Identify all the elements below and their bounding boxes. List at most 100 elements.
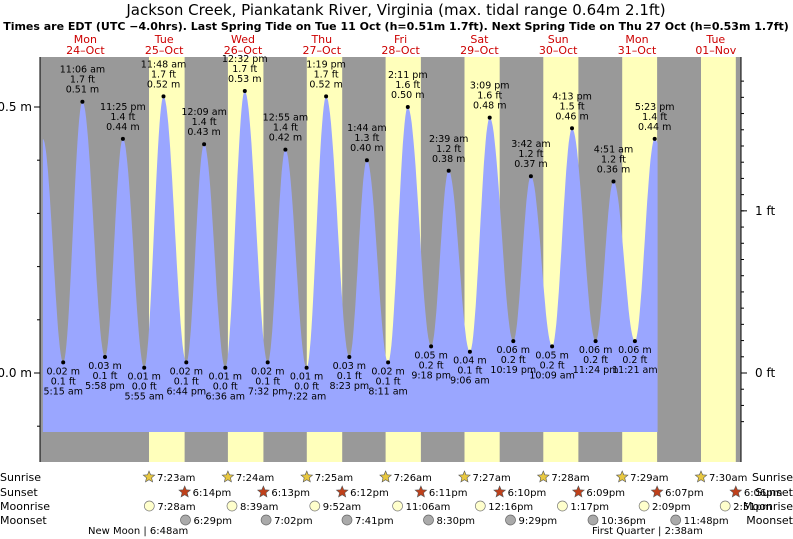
tide-label-time: 4:13 pm: [552, 91, 592, 102]
tide-point: [364, 158, 369, 163]
moonset-time: 7:02pm: [274, 516, 313, 527]
day-labels: Mon24–OctTue25–OctWed26–OctThu27–OctFri2…: [66, 33, 737, 57]
tide-label-ft: 0.1 ft: [457, 366, 482, 377]
moonrise-time: 9:52am: [323, 502, 361, 513]
tide-label-ft: 0.2 ft: [501, 355, 526, 366]
moonset-time: 11:48pm: [684, 516, 729, 527]
day-label-date: 27–Oct: [303, 44, 342, 57]
moonrise-icon: [474, 500, 486, 512]
moonrise-icon: [226, 500, 238, 512]
sunrise-time: 7:23am: [157, 473, 195, 484]
tide-label-ft: 0.0 ft: [294, 382, 319, 393]
astro-row-label-left: Sunset: [0, 486, 38, 499]
tide-point: [487, 115, 492, 120]
tide-label-time: 10:09 am: [529, 370, 574, 381]
sunrise-time: 7:29am: [630, 473, 668, 484]
tide-label-ft: 1.4 ft: [192, 117, 217, 128]
moonrise-icon: [638, 500, 650, 512]
tide-label-time: 11:48 am: [141, 59, 186, 70]
day-label-date: 25–Oct: [145, 44, 184, 57]
tide-point: [242, 89, 247, 93]
sunrise-time: 7:27am: [472, 473, 510, 484]
sunset-icon: [178, 485, 192, 498]
tide-label-m: 0.02 m: [371, 366, 404, 377]
sunrise-icon: [694, 470, 708, 483]
tide-label-ft: 1.4 ft: [110, 112, 135, 123]
tide-label-ft: 1.4 ft: [642, 112, 667, 123]
tide-label-m: 0.06 m: [579, 345, 612, 356]
tide-point: [202, 142, 207, 147]
moonrise-time: 12:16pm: [488, 502, 533, 513]
moonrise-icon: [557, 500, 568, 512]
tide-label-m: 0.42 m: [269, 133, 302, 144]
sunrise-time: 7:26am: [394, 473, 432, 484]
tide-label-ft: 0.0 ft: [213, 382, 238, 393]
sunset-icon: [493, 485, 507, 498]
moonset-icon: [260, 514, 272, 526]
tide-label-time: 7:22 am: [287, 392, 326, 403]
day-label-date: 29–Oct: [460, 44, 499, 57]
tide-point: [429, 344, 434, 349]
astro-row-label-right: Moonset: [746, 514, 793, 527]
sunrise-time: 7:25am: [315, 473, 353, 484]
tide-label-m: 0.01 m: [290, 372, 323, 383]
sunset-time: 6:11pm: [429, 488, 468, 499]
tide-label-time: 9:06 am: [450, 376, 489, 387]
tide-label-ft: 1.6 ft: [395, 80, 420, 91]
tide-series-area: [42, 91, 658, 432]
tide-point: [528, 174, 533, 179]
day-label-dow: Tue: [154, 33, 174, 46]
tide-point: [184, 360, 189, 365]
tide-label-time: 3:09 pm: [470, 81, 510, 92]
day-label-dow: Fri: [394, 33, 407, 46]
tide-label-time: 3:42 am: [511, 139, 550, 150]
tide-label-ft: 1.3 ft: [354, 133, 379, 144]
astro-row-label-left: Moonrise: [0, 500, 50, 513]
tide-point: [120, 136, 125, 141]
tide-label-ft: 0.1 ft: [255, 376, 280, 387]
moon-phase-first-quarter: First Quarter | 2:38am: [592, 526, 703, 537]
astro-row-label-left: Moonset: [0, 514, 47, 527]
sunset-time: 6:09pm: [586, 488, 625, 499]
moon-phase-new: New Moon | 6:48am: [88, 526, 188, 537]
moonset-time: 7:41pm: [355, 516, 394, 527]
moonrise-icon: [143, 500, 155, 512]
tide-label-time: 12:09 am: [181, 107, 226, 118]
sunset-time: 6:10pm: [508, 488, 547, 499]
tide-label-ft: 0.2 ft: [540, 360, 565, 371]
sunrise-time: 7:30am: [709, 473, 747, 484]
tide-label-m: 0.48 m: [473, 101, 506, 112]
tide-label-m: 0.52 m: [309, 79, 342, 90]
tide-label-time: 8:11 am: [368, 386, 407, 397]
tide-label-ft: 1.7 ft: [314, 69, 339, 80]
tide-label-m: 0.03 m: [333, 361, 366, 372]
plot-area: [40, 57, 741, 462]
tide-label-ft: 0.1 ft: [51, 376, 76, 387]
tide-point: [103, 355, 107, 359]
tide-label-m: 0.01 m: [128, 372, 161, 383]
tide-point: [511, 339, 516, 344]
moonrise-time: 2:09pm: [652, 502, 691, 513]
tide-label-ft: 1.7 ft: [232, 64, 257, 75]
sunrise-time: 7:24am: [236, 473, 274, 484]
tide-label-ft: 1.4 ft: [273, 123, 298, 134]
tide-label-ft: 0.1 ft: [376, 376, 401, 387]
tide-label-m: 0.06 m: [497, 345, 530, 356]
tide-label-m: 0.52 m: [147, 79, 180, 90]
day-label-date: 24–Oct: [66, 44, 105, 57]
tide-point: [324, 94, 329, 99]
astro-row-label-right: Sunset: [755, 486, 793, 499]
tide-label-time: 11:25 pm: [100, 102, 146, 113]
moonrise-icon: [309, 500, 321, 512]
tide-label-time: 1:44 am: [347, 123, 386, 134]
tide-label-m: 0.01 m: [209, 372, 242, 383]
tide-point: [80, 99, 85, 104]
right-tick-label: 1 ft: [755, 204, 775, 218]
moonset-icon: [505, 514, 516, 526]
day-label-date: 26–Oct: [224, 44, 263, 57]
tide-label-m: 0.06 m: [618, 345, 651, 356]
tide-label-time: 12:55 am: [263, 113, 308, 124]
